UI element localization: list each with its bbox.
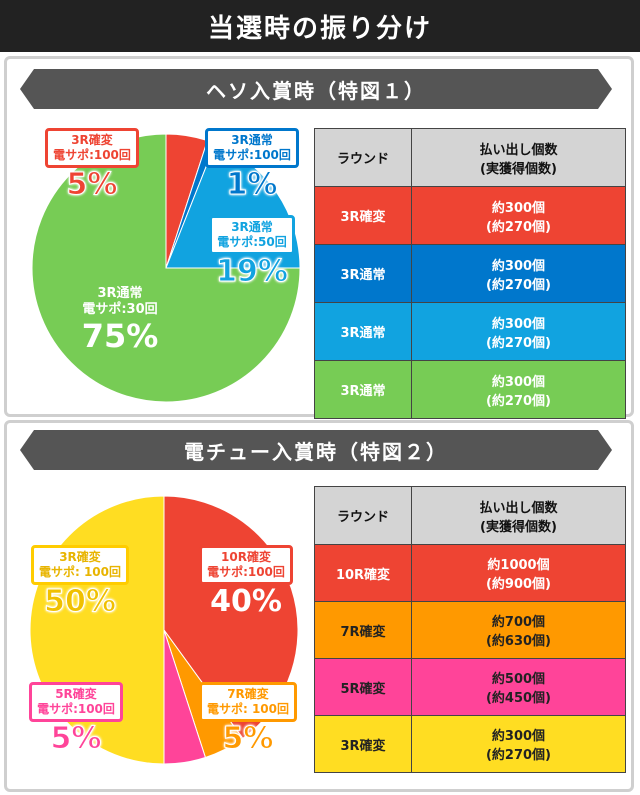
round-cell: 3R確変 [314,715,412,773]
col-header-round: ラウンド [314,486,412,545]
table-row: 3R通常 約300個 (約270個) [314,360,626,419]
col-header-payout: 払い出し個数 (実獲得個数) [411,486,626,545]
table-row: 10R確変 約1000個 (約900個) [314,544,626,602]
slice-sub: 電サポ: 100回 [38,565,122,579]
table-row: 3R確変 約300個 (約270個) [314,715,626,773]
slice-pct: 19% [216,254,289,289]
payout-cell: 約300個 (約270個) [411,360,626,419]
payout-cell: 約500個 (約450個) [411,658,626,716]
slice-sub: 電サポ:100回 [207,565,285,579]
slice-sub: 電サポ:30回 [82,302,158,317]
round-cell: 3R通常 [314,360,412,419]
payout-cell: 約300個 (約270個) [411,244,626,303]
slice-name: 10R確変 [221,550,271,564]
slice-label-3r-tsujo-30: 3R通常 電サポ:30回 75% [60,286,180,354]
slice-sub: 電サポ:50回 [217,235,287,249]
slice-name: 3R通常 [231,220,273,234]
table-row: 7R確変 約700個 (約630個) [314,601,626,659]
slice-name: 3R通常 [97,286,143,301]
slice-name: 3R通常 [231,133,273,147]
slice-pct: 5% [222,721,274,756]
round-cell: 5R確変 [314,658,412,716]
col-header-payout: 払い出し個数 (実獲得個数) [411,128,626,187]
round-cell: 3R確変 [314,186,412,245]
round-cell: 7R確変 [314,601,412,659]
payout-cell: 約1000個 (約900個) [411,544,626,602]
section-heading-heso: ヘソ入賞時（特図１） [20,69,612,109]
slice-label-3r-tsujo-100: 3R通常 電サポ:100回 1% [198,128,306,202]
page-title: 当選時の振り分け [0,0,640,52]
slice-sub: 電サポ: 100回 [206,702,290,716]
round-cell: 3R通常 [314,302,412,361]
slice-pct: 50% [44,584,117,619]
slice-label-10r-kakuhen: 10R確変 電サポ:100回 40% [190,545,302,619]
slice-name: 3R確変 [71,133,113,147]
payout-table-denchu: ラウンド 払い出し個数 (実獲得個数) 10R確変 約1000個 (約900個) … [314,486,626,773]
slice-pct: 5% [66,167,118,202]
col-header-round: ラウンド [314,128,412,187]
payout-cell: 約300個 (約270個) [411,302,626,361]
slice-pct: 75% [81,317,159,355]
payout-cell: 約700個 (約630個) [411,601,626,659]
slice-name: 5R確変 [55,687,97,701]
slice-sub: 電サポ:100回 [53,148,131,162]
slice-label-3r-kakuhen: 3R確変 電サポ:100回 5% [22,128,162,202]
slice-label-7r-kakuhen: 7R確変 電サポ: 100回 5% [192,682,304,756]
table-row: 3R確変 約300個 (約270個) [314,186,626,245]
slice-label-3r-tsujo-50: 3R通常 電サポ:50回 19% [198,215,306,289]
table-row: 5R確変 約500個 (約450個) [314,658,626,716]
payout-cell: 約300個 (約270個) [411,715,626,773]
round-cell: 3R通常 [314,244,412,303]
slice-sub: 電サポ:100回 [213,148,291,162]
slice-sub: 電サポ:100回 [37,702,115,716]
round-cell: 10R確変 [314,544,412,602]
slice-pct: 5% [50,721,102,756]
slice-label-3r-kakuhen-50: 3R確変 電サポ: 100回 50% [22,545,138,619]
section-heading-denchu: 電チュー入賞時（特図２） [20,430,612,470]
slice-pct: 40% [210,584,282,619]
payout-cell: 約300個 (約270個) [411,186,626,245]
table-row: 3R通常 約300個 (約270個) [314,302,626,361]
slice-name: 3R確変 [59,550,101,564]
slice-label-5r-kakuhen: 5R確変 電サポ:100回 5% [20,682,132,756]
slice-name: 7R確変 [227,687,269,701]
table-row: 3R通常 約300個 (約270個) [314,244,626,303]
payout-table-heso: ラウンド 払い出し個数 (実獲得個数) 3R確変 約300個 (約270個) 3R… [314,128,626,419]
slice-pct: 1% [226,167,278,202]
